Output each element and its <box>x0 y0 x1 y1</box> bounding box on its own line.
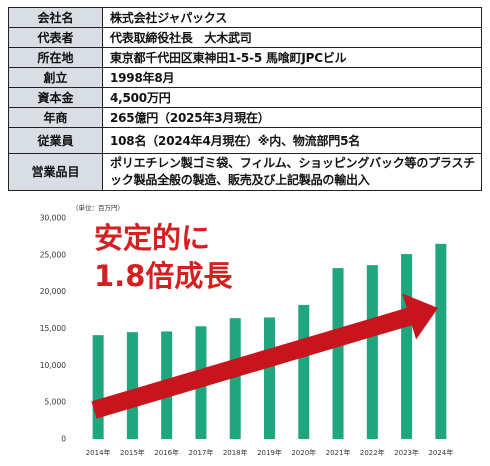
x-tick-label: 2018年 <box>223 448 248 457</box>
profile-value: 代表取締役社長 大木武司 <box>102 27 482 48</box>
y-tick-label: 5,000 <box>45 398 67 407</box>
profile-row: 創立 1998年8月 <box>8 67 482 88</box>
profile-value: 株式会社ジャパックス <box>102 7 482 28</box>
y-tick-label: 20,000 <box>40 287 66 296</box>
y-tick-label: 10,000 <box>40 361 66 370</box>
profile-value: 108名（2024年4月現在）※内、物流部門5名 <box>102 127 482 154</box>
bar <box>435 243 447 439</box>
x-tick-label: 2017年 <box>189 448 214 457</box>
x-tick-label: 2022年 <box>360 448 385 457</box>
y-tick-label: 30,000 <box>40 214 66 223</box>
profile-value: 265億円（2025年3月現在） <box>102 107 482 128</box>
revenue-chart: （単位：百万円） 0 5,000 10,000 15,000 20,000 25,000 3… <box>40 203 454 457</box>
profile-value: ポリエチレン製ゴミ袋、フィルム、ショッピングバック等のプラスチック製品全般の製造… <box>102 153 482 191</box>
y-tick-label: 15,000 <box>40 324 66 333</box>
profile-row: 会社名 株式会社ジャパックス <box>8 7 482 28</box>
growth-arrow <box>91 293 439 419</box>
x-tick-label: 2014年 <box>86 448 111 457</box>
profile-value: 4,500万円 <box>102 87 482 108</box>
profile-row: 所在地 東京都千代田区東神田1-5-5 馬喰町JPCビル <box>8 47 482 68</box>
bar <box>229 318 241 439</box>
x-tick-label: 2016年 <box>154 448 179 457</box>
x-tick-label: 2023年 <box>394 448 419 457</box>
bar <box>332 268 344 439</box>
annotation-line-2: 1.8倍成長 <box>94 259 233 293</box>
company-profile-table: 会社名 株式会社ジャパックス 代表者 代表取締役社長 大木武司 所在地 東京都千代田区東神… <box>8 7 482 191</box>
profile-label: 年商 <box>8 107 103 128</box>
bar <box>401 254 413 439</box>
profile-value: 東京都千代田区東神田1-5-5 馬喰町JPCビル <box>102 47 482 68</box>
x-tick-label: 2015年 <box>120 448 145 457</box>
x-tick-label: 2019年 <box>257 448 282 457</box>
y-tick-label: 0 <box>61 435 66 444</box>
x-tick-label: 2020年 <box>291 448 316 457</box>
profile-row: 従業員 108名（2024年4月現在）※内、物流部門5名 <box>8 127 482 154</box>
x-tick-label: 2024年 <box>428 448 453 457</box>
profile-row: 代表者 代表取締役社長 大木武司 <box>8 27 482 48</box>
profile-label: 従業員 <box>8 127 103 154</box>
bar <box>366 265 378 439</box>
y-tick-label: 25,000 <box>40 250 66 259</box>
company-profile-body: 会社名 株式会社ジャパックス 代表者 代表取締役社長 大木武司 所在地 東京都千代田区東神… <box>8 7 482 191</box>
unit-note: （単位：百万円） <box>72 203 124 212</box>
y-axis: 0 5,000 10,000 15,000 20,000 25,000 30,000 <box>40 214 66 444</box>
bar <box>298 304 310 439</box>
profile-label: 資本金 <box>8 87 103 108</box>
profile-value: 1998年8月 <box>102 67 482 88</box>
profile-label: 会社名 <box>8 7 103 28</box>
growth-arrow-shape <box>91 293 439 419</box>
profile-label: 代表者 <box>8 27 103 48</box>
annotation-line-1: 安定的に <box>94 221 210 255</box>
profile-label: 創立 <box>8 67 103 88</box>
profile-row: 営業品目 ポリエチレン製ゴミ袋、フィルム、ショッピングバック等のプラスチック製品全… <box>8 153 482 191</box>
x-axis: 2014年 2015年 2016年 2017年 2018年 2019年 2020年 2021年… <box>86 448 454 457</box>
bar <box>92 335 104 439</box>
profile-row: 資本金 4,500万円 <box>8 87 482 108</box>
bar <box>126 332 138 439</box>
bar <box>264 317 275 439</box>
x-tick-label: 2021年 <box>326 448 351 457</box>
profile-row: 年商 265億円（2025年3月現在） <box>8 107 482 128</box>
profile-label: 営業品目 <box>8 153 103 191</box>
profile-label: 所在地 <box>8 47 103 68</box>
